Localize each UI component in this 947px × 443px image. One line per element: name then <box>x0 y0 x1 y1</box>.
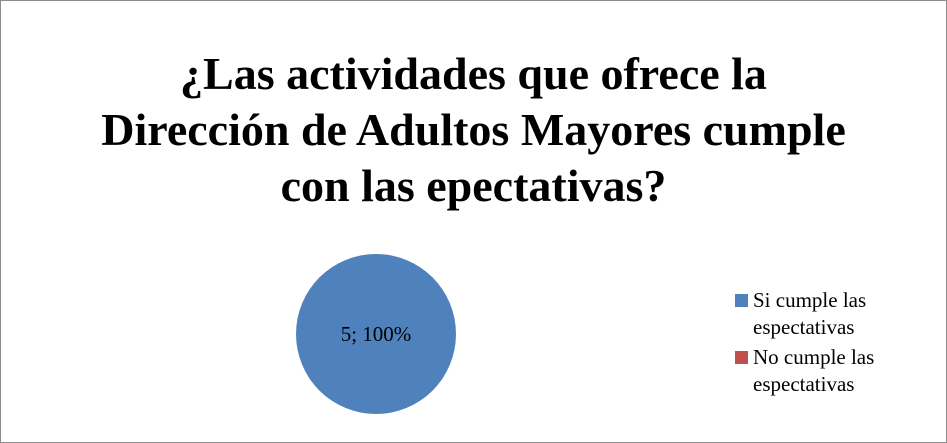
pie-slice <box>296 254 456 414</box>
legend-label: Si cumple las espectativas <box>753 288 867 339</box>
legend-swatch <box>735 351 748 364</box>
legend-item: No cumple las espectativas <box>735 344 928 398</box>
legend-label: No cumple las espectativas <box>753 345 875 396</box>
legend-item: Si cumple las espectativas <box>735 287 928 341</box>
chart-title: ¿Las actividades que ofrece la Dirección… <box>101 48 846 211</box>
data-label: 5; 100% <box>341 322 412 346</box>
legend-swatch <box>735 294 748 307</box>
